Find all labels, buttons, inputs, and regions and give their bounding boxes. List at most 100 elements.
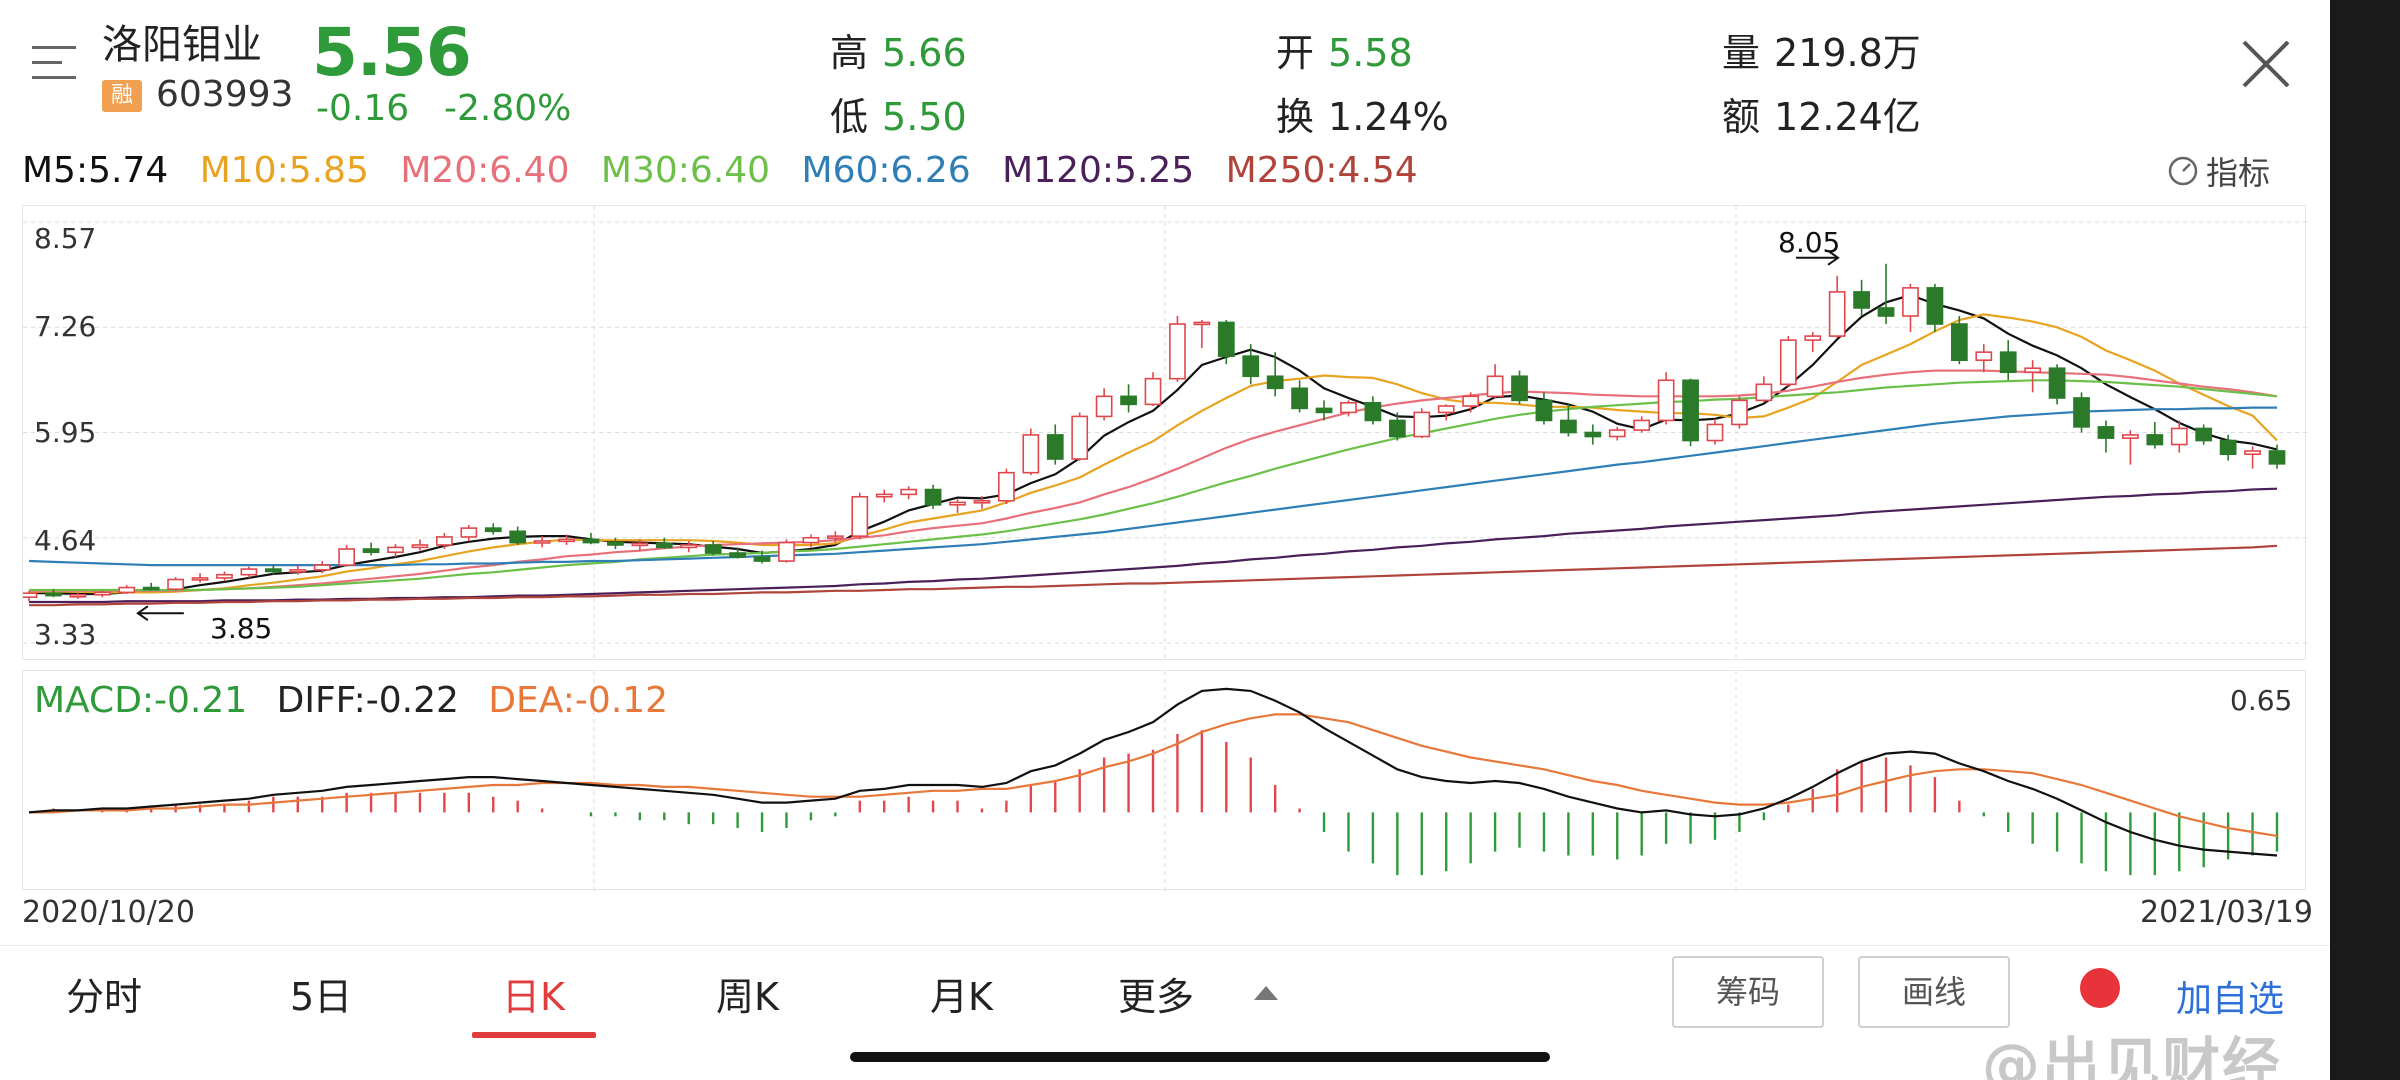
start-date: 2020/10/20 (22, 895, 195, 930)
candle-body (655, 542, 673, 549)
candle-body (851, 495, 869, 537)
candle-body (1657, 379, 1675, 422)
high-value: 5.66 (882, 31, 967, 75)
candle-body (998, 471, 1015, 502)
open-label: 开 (1276, 31, 1315, 75)
candle-body (973, 499, 991, 504)
tab-weekly-k[interactable]: 周K (716, 975, 779, 1019)
candle-body (1144, 377, 1162, 406)
candle-body (411, 544, 429, 549)
price-change-pct: -2.80% (444, 88, 572, 129)
candle-body (167, 578, 184, 590)
candle-body (1584, 431, 1602, 438)
candle-body (1560, 419, 1577, 434)
ma5-label: M5:5.74 (22, 150, 169, 191)
indicator-button[interactable]: 指标 (2166, 148, 2270, 194)
candle-body (1291, 387, 1308, 410)
candle-body (118, 586, 136, 594)
candle-body (313, 564, 331, 571)
candle-body (69, 593, 87, 598)
macd-value: MACD:-0.21 (34, 680, 248, 721)
volume-label: 量 (1722, 31, 1761, 75)
tab-intraday[interactable]: 分时 (66, 975, 143, 1019)
candle-body (704, 544, 722, 554)
candle-body (1950, 323, 1968, 361)
active-tab-underline (472, 1032, 596, 1038)
screen-edge (2330, 0, 2400, 1080)
candle-body (1902, 287, 1919, 317)
low-arrow-head (136, 605, 149, 622)
candle-body (2219, 439, 2237, 455)
candle-body (2268, 450, 2286, 465)
candle-body (1340, 401, 1357, 414)
candle-body (826, 535, 844, 539)
candle-body (729, 552, 746, 558)
candle-body (240, 568, 258, 576)
macd-panel[interactable] (22, 670, 2306, 891)
candle-body (1193, 321, 1211, 326)
gauge-icon (2168, 156, 2198, 186)
candle-body (1828, 291, 1846, 337)
high-annotation: 8.05 (1778, 226, 1841, 259)
home-indicator[interactable] (850, 1052, 1550, 1062)
candle-body (875, 493, 893, 498)
candle-body (680, 544, 698, 549)
candle-body (93, 591, 111, 596)
turnover-stat: 换 1.24% (1276, 86, 1449, 141)
tab-daily-k[interactable]: 日K (502, 975, 565, 1019)
close-icon[interactable] (2238, 36, 2294, 92)
y-tick-2: 7.26 (34, 310, 97, 343)
high-arrow-head (1827, 249, 1840, 266)
candle-body (1633, 419, 1651, 431)
candle-body (1877, 307, 1895, 317)
ma-line-m60 (28, 406, 2277, 567)
expand-up-icon[interactable] (1254, 986, 1278, 1000)
macd-chart (28, 671, 2279, 891)
candle-body (264, 568, 282, 573)
candle-body (1315, 407, 1333, 414)
open-stat: 开 5.58 (1276, 22, 1413, 77)
ma60-label: M60:6.26 (801, 150, 971, 191)
candle-body (582, 538, 600, 544)
menu-icon[interactable] (30, 42, 78, 84)
candle-body (753, 556, 771, 562)
candlestick-chart (20, 206, 2307, 661)
tab-more[interactable]: 更多 (1118, 975, 1195, 1019)
macd-legend: MACD:-0.21 DIFF:-0.22 DEA:-0.12 (34, 680, 686, 721)
y-tick-3: 5.95 (34, 416, 97, 449)
candle-body (1608, 429, 1626, 438)
high-stat: 高 5.66 (830, 22, 967, 77)
low-value: 5.50 (882, 95, 967, 139)
kline-panel[interactable] (20, 205, 2307, 661)
candle-body (2048, 367, 2066, 399)
end-date: 2021/03/19 (2140, 895, 2313, 930)
open-value: 5.58 (1328, 31, 1413, 75)
ma10-label: M10:5.85 (199, 150, 369, 191)
diff-value: DIFF:-0.22 (276, 680, 459, 721)
chips-button[interactable]: 筹码 (1672, 956, 1824, 1028)
draw-line-button[interactable]: 画线 (1858, 956, 2010, 1028)
candle-body (289, 569, 307, 573)
candle-body (2244, 450, 2261, 455)
ma20-label: M20:6.40 (400, 150, 570, 191)
candle-body (1022, 434, 1040, 474)
candle-body (436, 536, 453, 546)
tab-5day[interactable]: 5日 (290, 975, 353, 1019)
candle-body (509, 530, 527, 544)
candle-body (1486, 375, 1504, 398)
low-label: 低 (830, 95, 869, 139)
dea-value: DEA:-0.12 (488, 680, 669, 721)
candle-body (949, 501, 966, 506)
amount-label: 额 (1722, 95, 1761, 139)
candle-body (1706, 423, 1724, 442)
add-watchlist-button[interactable]: 加自选 (2176, 979, 2285, 1020)
candle-body (2024, 367, 2042, 374)
candle-body (1266, 375, 1284, 390)
candle-body (1242, 355, 1260, 378)
tab-monthly-k[interactable]: 月K (930, 975, 993, 1019)
stock-code: 603993 (156, 74, 294, 115)
current-price: 5.56 (312, 14, 472, 91)
candle-body (1853, 291, 1870, 309)
candle-body (1437, 405, 1455, 414)
